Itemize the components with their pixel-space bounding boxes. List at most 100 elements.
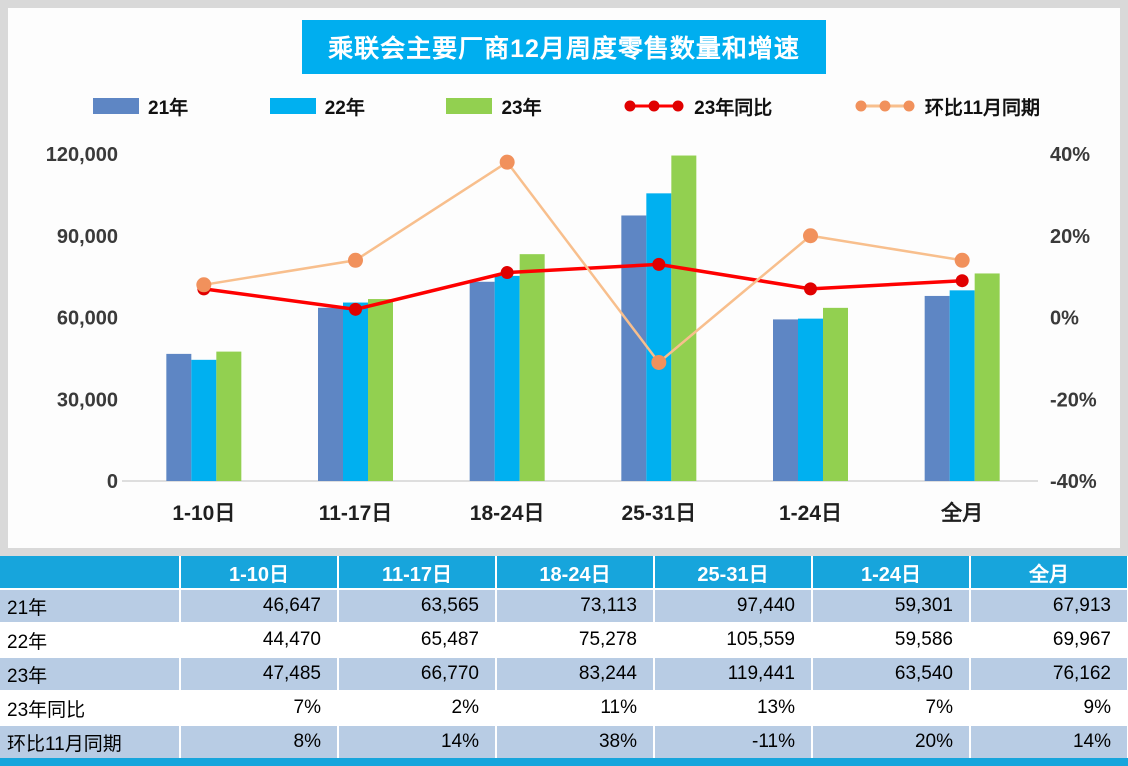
legend-label: 23年 xyxy=(501,97,542,119)
table-cell-r0-c4: 59,301 xyxy=(812,589,971,624)
category-label: 1-24日 xyxy=(779,502,842,525)
left-axis-label: 90,000 xyxy=(57,226,118,248)
legend-item-3: 23年同比 xyxy=(623,93,772,120)
chart-legend: 21年 22年 23年 23年同比 环比11月同期 xyxy=(93,93,1040,120)
left-axis-label: 30,000 xyxy=(57,389,118,411)
row-label-cell: 23年同比 xyxy=(0,691,181,726)
table-header-cell-3: 18-24日 xyxy=(496,556,655,590)
category-label: 18-24日 xyxy=(470,502,545,525)
left-axis-label: 60,000 xyxy=(57,308,118,330)
legend-item-4: 环比11月同期 xyxy=(854,93,1040,120)
row-label-cell: 21年 xyxy=(0,589,181,624)
data-table: 1-10日 11-17日 18-24日 25-31日 1-24日 全月 21年 46,647… xyxy=(0,556,1128,760)
dot-环比11月同期-c3 xyxy=(651,354,667,370)
table-cell-r0-c1: 63,565 xyxy=(338,589,497,624)
bar-23年-c4 xyxy=(823,307,848,481)
table-cell-r2-c2: 83,244 xyxy=(496,657,655,692)
legend-label: 23年同比 xyxy=(694,97,773,119)
dot-环比11月同期-c4 xyxy=(803,228,818,244)
dot-23年同比-c1 xyxy=(349,302,362,316)
table-cell-r1-c0: 44,470 xyxy=(180,623,339,658)
bar-22年-c5 xyxy=(949,290,975,481)
legend-label: 21年 xyxy=(148,97,189,119)
table-header-cell-0 xyxy=(0,556,181,590)
line-23年同比 xyxy=(203,262,963,312)
legend-swatch-bar-icon xyxy=(93,98,139,114)
bar-22年-c1 xyxy=(343,302,368,481)
table-cell-r2-c0: 47,485 xyxy=(180,657,339,692)
table-row-23年: 23年 47,485 66,770 83,244 119,441 63,540 76,162 xyxy=(0,657,1128,692)
legend-swatch-line-icon xyxy=(855,100,915,112)
dot-23年同比-c2 xyxy=(500,266,514,280)
table-cell-r4-c3: -11% xyxy=(654,725,813,760)
table-cell-r1-c3: 105,559 xyxy=(654,623,813,658)
right-axis-label: 40% xyxy=(1050,144,1090,166)
table-header-cell-2: 11-17日 xyxy=(338,556,497,590)
table-cell-r0-c2: 73,113 xyxy=(496,589,655,624)
legend-label: 22年 xyxy=(324,97,365,119)
bar-23年-c5 xyxy=(974,273,1000,481)
row-label-cell: 23年 xyxy=(0,657,181,692)
dot-23年同比-c4 xyxy=(804,282,817,296)
right-axis-label: 0% xyxy=(1050,308,1079,330)
dot-环比11月同期-c2 xyxy=(499,154,515,170)
table-cell-r4-c0: 8% xyxy=(180,725,339,760)
legend-item-0: 21年 xyxy=(93,93,188,120)
table-cell-r0-c0: 46,647 xyxy=(180,589,339,624)
table-cell-r4-c5: 14% xyxy=(970,725,1128,760)
bar-21年-c3 xyxy=(621,215,647,481)
table-row-21年: 21年 46,647 63,565 73,113 97,440 59,301 67,913 xyxy=(0,589,1128,624)
table-cell-r3-c5: 9% xyxy=(970,691,1128,726)
bar-22年-c4 xyxy=(798,318,823,481)
bar-23年-c3 xyxy=(671,155,697,482)
table-cell-r2-c3: 119,441 xyxy=(654,657,813,692)
right-axis-label: -40% xyxy=(1050,471,1097,493)
left-axis-label: 0 xyxy=(107,471,118,493)
table-cell-r3-c0: 7% xyxy=(180,691,339,726)
legend-swatch-line-icon xyxy=(624,100,684,112)
table-cell-r0-c5: 67,913 xyxy=(970,589,1128,624)
table-header-cell-4: 25-31日 xyxy=(654,556,813,590)
category-label: 1-10日 xyxy=(172,502,235,525)
table-cell-r2-c5: 76,162 xyxy=(970,657,1128,692)
line-环比11月同期 xyxy=(203,160,963,365)
category-label: 11-17日 xyxy=(319,502,393,525)
legend-label: 环比11月同期 xyxy=(924,97,1040,119)
chart-title: 乘联会主要厂商12月周度零售数量和增速 xyxy=(302,20,826,74)
bar-22年-c0 xyxy=(191,359,217,481)
table-header-cell-5: 1-24日 xyxy=(812,556,971,590)
table-cell-r4-c4: 20% xyxy=(812,725,971,760)
table-cell-r2-c1: 66,770 xyxy=(338,657,497,692)
row-label-cell: 22年 xyxy=(0,623,181,658)
legend-swatch-bar-icon xyxy=(269,98,316,114)
table-cell-r1-c2: 75,278 xyxy=(496,623,655,658)
table-cell-r3-c1: 2% xyxy=(338,691,497,726)
dot-23年同比-c3 xyxy=(652,257,666,271)
table-header-cell-1: 1-10日 xyxy=(180,556,339,590)
table-row-23年同比: 23年同比 7% 2% 11% 13% 7% 9% xyxy=(0,691,1128,726)
dot-23年同比-c5 xyxy=(955,274,969,288)
table-header-row: 1-10日 11-17日 18-24日 25-31日 1-24日 全月 xyxy=(0,556,1128,590)
row-label-cell: 环比11月同期 xyxy=(0,725,181,760)
table-cell-r3-c3: 13% xyxy=(654,691,813,726)
table-cell-r0-c3: 97,440 xyxy=(654,589,813,624)
table-cell-r3-c2: 11% xyxy=(496,691,655,726)
left-axis-label: 120,000 xyxy=(46,144,118,166)
table-body: 21年 46,647 63,565 73,113 97,440 59,301 67,913 2… xyxy=(0,589,1128,760)
table-cell-r3-c4: 7% xyxy=(812,691,971,726)
table-cell-r1-c5: 69,967 xyxy=(970,623,1128,658)
table-cell-r1-c1: 65,487 xyxy=(338,623,497,658)
legend-item-2: 23年 xyxy=(446,93,542,120)
table-cell-r4-c2: 38% xyxy=(496,725,655,760)
chart-title-wrap: 乘联会主要厂商12月周度零售数量和增速 xyxy=(8,20,1120,74)
table-cell-r2-c4: 63,540 xyxy=(812,657,971,692)
table-cell-r1-c4: 59,586 xyxy=(812,623,971,658)
table-row-22年: 22年 44,470 65,487 75,278 105,559 59,586 69,967 xyxy=(0,623,1128,658)
table-header-cell-6: 全月 xyxy=(970,556,1128,590)
bottom-accent-strip xyxy=(0,758,1128,766)
bar-21年-c4 xyxy=(773,319,798,481)
bar-21年-c5 xyxy=(924,295,950,481)
bar-22年-c2 xyxy=(494,275,520,481)
right-axis-label: 20% xyxy=(1050,226,1090,248)
